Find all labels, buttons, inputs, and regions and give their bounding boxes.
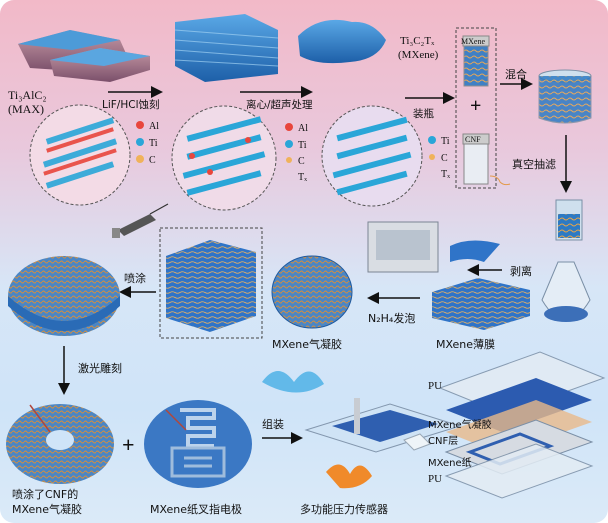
freeze-dryer-icon: [367, 221, 439, 273]
ice-cube-icon: [403, 433, 431, 451]
plus-sign: +: [122, 432, 135, 457]
aerogel-detail-box: [159, 227, 263, 339]
film-label: MXene薄膜: [436, 337, 495, 351]
max-formula-label: Ti₃AlC₂: [8, 88, 47, 102]
etched-legend: Al Ti C Tₓ: [285, 123, 308, 183]
mxene-formula-label: Ti₃C₂Tₓ: [400, 35, 435, 47]
legend3-ti: Ti: [441, 136, 450, 147]
al-atom-icon: [136, 121, 144, 129]
layer-pu-bottom: PU: [428, 473, 442, 485]
spray-label: 喷涂: [124, 271, 146, 285]
electrode-label: MXene纸叉指电极: [150, 502, 242, 516]
legend3-c: C: [441, 153, 448, 164]
vial-plus: +: [470, 95, 481, 117]
max-legend: Al Ti C: [136, 121, 159, 166]
vial-cnf-label: CNF: [465, 135, 481, 144]
sprayed-aerogel-label-2: MXene气凝胶: [12, 502, 82, 516]
sprayed-disc: [8, 256, 120, 336]
max-phase-slabs: [18, 30, 150, 82]
centrifuge-label: 离心/超声处理: [246, 98, 313, 111]
legend2-al: Al: [298, 123, 308, 134]
mixing-beaker: [538, 69, 592, 124]
vials-box: [455, 27, 497, 189]
vial-mxene: MXene: [461, 35, 490, 87]
legend1-c: C: [149, 155, 156, 166]
max-structure-circle: [29, 104, 131, 206]
water-splash-icon: [262, 371, 324, 393]
legend2-c: C: [298, 156, 305, 167]
legend2-ti: Ti: [298, 140, 307, 151]
assemble-label: 组装: [262, 417, 284, 431]
legend1-al: Al: [149, 121, 159, 132]
vial-mxene-label: MXene: [461, 37, 485, 46]
peel-label: 剥离: [510, 264, 532, 278]
aerogel-label: MXene气凝胶: [272, 337, 342, 351]
interdigital-electrode-disc: [144, 400, 252, 488]
layer-labels: PU MXene气凝胶 CNF层 MXene纸 PU: [428, 380, 492, 485]
mxene-film: [432, 278, 530, 330]
cnf-fiber-icon: [489, 175, 511, 186]
ti-atom-icon: [136, 138, 144, 146]
laser-label: 激光雕刻: [78, 361, 122, 375]
vial-cnf: CNF: [462, 133, 490, 185]
filtration-funnel: [541, 199, 591, 322]
max-name-label: (MAX): [8, 102, 44, 116]
delaminated-flakes: [298, 19, 386, 64]
sprayed-aerogel-label-1: 喷涂了CNF的: [12, 487, 78, 501]
mxene-name-label: (MXene): [398, 49, 439, 61]
mix-label: 混合: [505, 67, 527, 81]
layer-cnf: CNF层: [428, 435, 458, 447]
bottle-label: 装瓶: [413, 107, 434, 120]
etched-accordion-mxene: [174, 14, 279, 82]
peeled-film: [450, 240, 500, 262]
flame-icon: [326, 464, 372, 489]
mxene-structure-circle: [321, 105, 423, 207]
legend3-tx: Tₓ: [441, 169, 450, 180]
spray-gun-icon: [112, 203, 169, 238]
aerogel-disc: [271, 255, 353, 329]
sensor-label: 多功能压力传感器: [300, 502, 388, 516]
sensor-assembly: [304, 398, 462, 489]
foam-label: N₂H₄发泡: [368, 311, 415, 325]
etch-label: LiF/HCl蚀刻: [102, 98, 160, 111]
exploded-layers: [438, 351, 606, 499]
sprayed-aerogel-ring: [6, 404, 114, 484]
layer-aerogel: MXene气凝胶: [428, 418, 492, 431]
laser-pen-icon: [29, 404, 51, 433]
etched-structure-circle: [171, 105, 277, 211]
legend2-tx: Tₓ: [298, 172, 307, 183]
vacuum-label: 真空抽滤: [512, 157, 556, 171]
mxene-legend: Ti C Tₓ: [428, 136, 450, 180]
layer-pu-top: PU: [428, 380, 442, 392]
layer-paper: MXene纸: [428, 456, 472, 469]
c-atom-icon: [136, 155, 144, 163]
legend1-ti: Ti: [149, 138, 158, 149]
